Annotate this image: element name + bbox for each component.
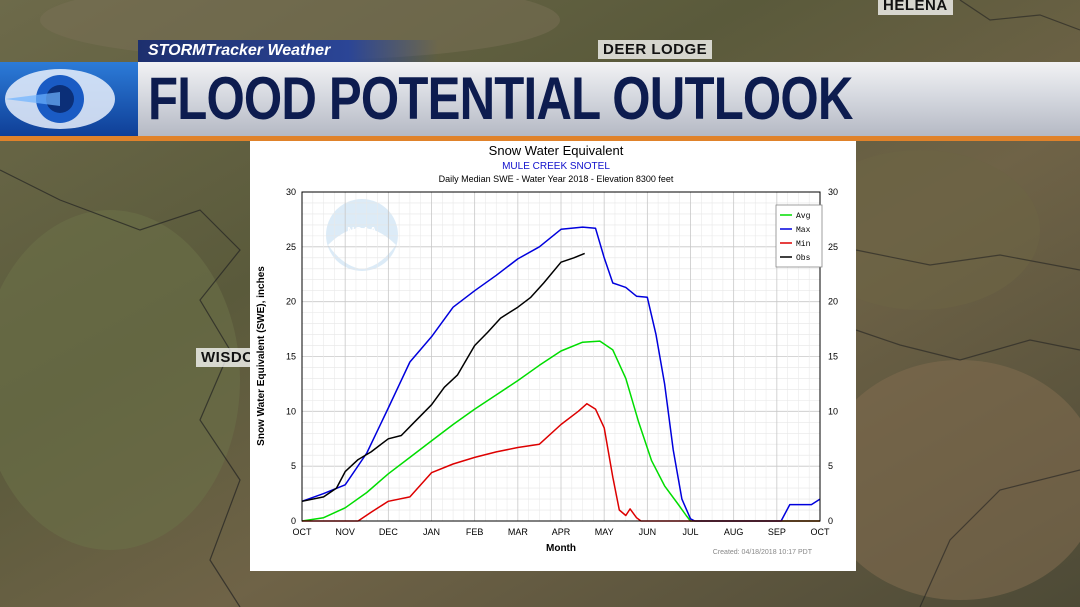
swe-chart: Snow Water Equivalent MULE CREEK SNOTEL …	[256, 143, 838, 556]
y-tick-label-right: 30	[828, 187, 838, 197]
y-tick-label-left: 20	[286, 297, 296, 307]
x-tick-label: OCT	[293, 527, 313, 537]
series-line-min	[302, 402, 820, 522]
city-label-wisdom: WISDO	[196, 348, 260, 367]
y-tick-label-left: 10	[286, 406, 296, 416]
city-label-deer-lodge: DEER LODGE	[598, 40, 713, 59]
y-axis-ticks: 0 0 5 5 10 10 15 15 20 20 25 25 30 30	[286, 187, 838, 526]
chart-subtitle-2: Daily Median SWE - Water Year 2018 - Ele…	[439, 174, 674, 184]
legend-label-obs: Obs	[796, 254, 811, 263]
headline-title: FLOOD POTENTIAL OUTLOOK	[148, 65, 853, 132]
y-tick-label-right: 0	[828, 516, 833, 526]
y-tick-label-right: 10	[828, 406, 838, 416]
legend-label-avg: Avg	[796, 212, 811, 221]
legend-label-max: Max	[796, 226, 811, 235]
y-tick-label-right: 5	[828, 461, 833, 471]
x-tick-label: AUG	[724, 527, 744, 537]
y-tick-label-left: 5	[291, 461, 296, 471]
legend-label-min: Min	[796, 240, 811, 249]
chart-panel: Snow Water Equivalent MULE CREEK SNOTEL …	[250, 141, 856, 571]
y-tick-label-left: 30	[286, 187, 296, 197]
x-tick-label: DEC	[379, 527, 399, 537]
x-tick-label: JAN	[423, 527, 440, 537]
brand-strip: STORMTracker Weather	[138, 40, 438, 62]
station-logo	[0, 62, 138, 136]
series-line-max	[301, 226, 821, 522]
y-tick-label-left: 15	[286, 352, 296, 362]
headline-bar	[0, 62, 1080, 136]
chart-title: Snow Water Equivalent	[489, 143, 624, 158]
y-tick-label-right: 25	[828, 242, 838, 252]
x-tick-label: OCT	[811, 527, 831, 537]
x-tick-label: MAR	[508, 527, 529, 537]
y-tick-label-right: 20	[828, 297, 838, 307]
chart-footer: Created: 04/18/2018 10:17 PDT	[713, 549, 813, 556]
y-axis-label: Snow Water Equivalent (SWE), inches	[256, 266, 267, 446]
x-tick-label: FEB	[466, 527, 484, 537]
city-label-helena: HELENA	[878, 0, 953, 15]
cbs-eye-icon	[5, 69, 115, 129]
x-axis-label: Month	[546, 543, 576, 554]
x-tick-label: NOV	[335, 527, 355, 537]
chart-legend: Avg Max Min Obs	[775, 204, 823, 268]
y-tick-label-right: 15	[828, 352, 838, 362]
x-tick-label: APR	[552, 527, 571, 537]
y-tick-label-left: 0	[291, 516, 296, 526]
series-line-obs	[301, 252, 585, 503]
x-tick-label: MAY	[595, 527, 614, 537]
x-tick-label: JUL	[682, 527, 698, 537]
svg-text:NOAA: NOAA	[347, 226, 376, 237]
plot-frame	[301, 191, 821, 522]
x-axis-ticks: OCT NOV DEC JAN FEB MAR APR MAY JUN JUL AUG SEP OCT	[293, 527, 831, 537]
series-line-avg	[301, 340, 820, 522]
chart-series-layer	[301, 226, 821, 522]
brand-label: STORMTracker Weather	[148, 42, 331, 59]
x-tick-label: SEP	[768, 527, 786, 537]
y-tick-label-left: 25	[286, 242, 296, 252]
chart-subtitle: MULE CREEK SNOTEL	[502, 161, 610, 172]
noaa-watermark-icon: NOAA	[326, 199, 398, 271]
x-tick-label: JUN	[639, 527, 657, 537]
headline-accent-rule	[0, 136, 1080, 141]
